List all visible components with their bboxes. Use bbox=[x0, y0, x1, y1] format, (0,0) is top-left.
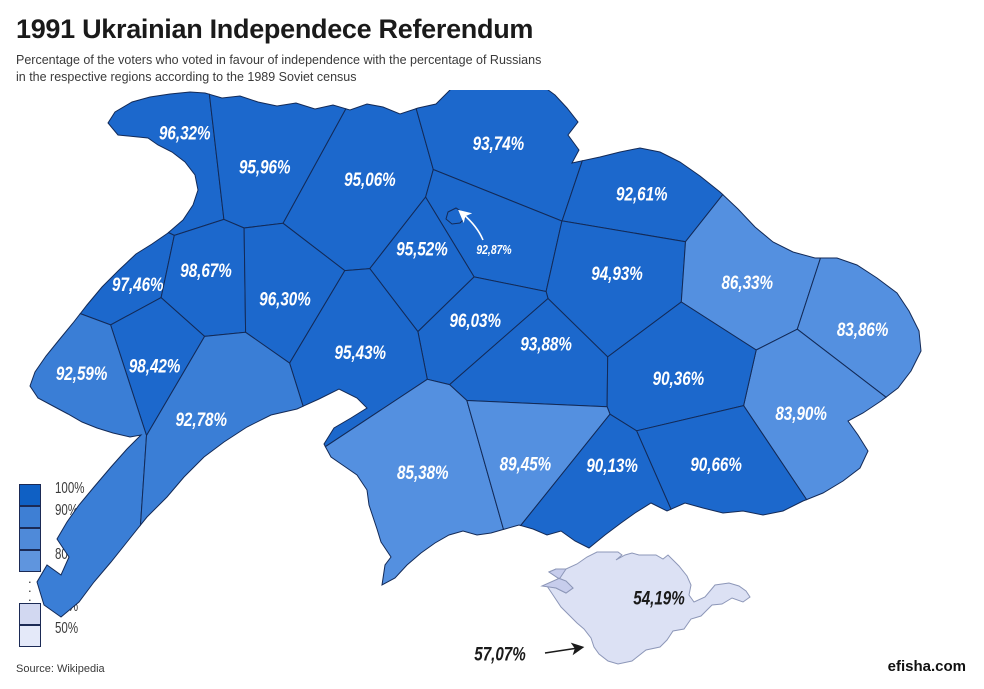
svg-text:54,19%: 54,19% bbox=[633, 587, 685, 609]
svg-text:95,06%: 95,06% bbox=[344, 168, 396, 190]
svg-text:83,90%: 83,90% bbox=[775, 402, 827, 424]
svg-text:89,45%: 89,45% bbox=[500, 453, 552, 475]
svg-text:95,96%: 95,96% bbox=[239, 156, 291, 178]
svg-text:93,88%: 93,88% bbox=[520, 333, 572, 355]
svg-text:96,32%: 96,32% bbox=[159, 122, 211, 144]
svg-text:95,43%: 95,43% bbox=[335, 341, 387, 363]
svg-text:96,03%: 96,03% bbox=[449, 310, 501, 332]
svg-text:92,59%: 92,59% bbox=[56, 362, 108, 384]
svg-text:90,13%: 90,13% bbox=[586, 454, 638, 476]
svg-text:83,86%: 83,86% bbox=[837, 318, 889, 340]
svg-text:98,42%: 98,42% bbox=[129, 355, 181, 377]
svg-text:92,78%: 92,78% bbox=[175, 408, 227, 430]
svg-text:93,74%: 93,74% bbox=[473, 132, 525, 154]
svg-text:90,36%: 90,36% bbox=[653, 367, 705, 389]
svg-text:92,61%: 92,61% bbox=[616, 183, 668, 205]
svg-text:86,33%: 86,33% bbox=[721, 271, 773, 293]
svg-text:98,67%: 98,67% bbox=[180, 259, 232, 281]
svg-text:94,93%: 94,93% bbox=[591, 262, 643, 284]
svg-text:85,38%: 85,38% bbox=[397, 461, 449, 483]
svg-text:96,30%: 96,30% bbox=[259, 288, 311, 310]
svg-text:57,07%: 57,07% bbox=[474, 643, 526, 665]
svg-text:90,66%: 90,66% bbox=[690, 453, 742, 475]
svg-text:92,87%: 92,87% bbox=[476, 243, 512, 257]
svg-text:97,46%: 97,46% bbox=[112, 273, 164, 295]
svg-text:95,52%: 95,52% bbox=[396, 238, 448, 260]
